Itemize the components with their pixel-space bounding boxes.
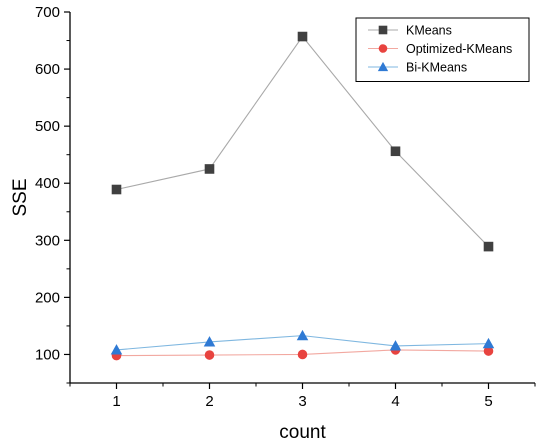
y-tick-label: 600: [35, 61, 60, 78]
y-tick-label: 400: [35, 175, 60, 192]
data-point-optimized-kmeans: [204, 350, 215, 360]
axes: 100 200 300 400 500 600 700 1 2 3 4 5: [35, 4, 536, 410]
y-tick-label: 500: [35, 118, 60, 135]
legend: KMeans Optimized-KMeans Bi-KMeans: [355, 17, 530, 82]
data-point-bi-kmeans: [389, 340, 402, 351]
y-tick-label: 700: [35, 4, 60, 21]
y-tick-label: 100: [35, 346, 60, 363]
data-point-bi-kmeans: [482, 337, 495, 349]
legend-marker: [378, 44, 388, 53]
x-tick-label: 2: [205, 393, 213, 410]
legend-marker: [378, 25, 388, 35]
data-point-optimized-kmeans: [297, 349, 308, 360]
series-lines: [116, 35, 489, 357]
data-point-kmeans: [483, 241, 494, 252]
data-point-kmeans: [204, 164, 215, 174]
series-markers: [110, 31, 495, 361]
legend-marker: [377, 61, 389, 72]
legend-label: Optimized-KMeans: [406, 42, 512, 56]
data-point-bi-kmeans: [296, 329, 309, 341]
data-point-optimized-kmeans: [483, 346, 494, 356]
x-tick-label: 3: [298, 393, 306, 410]
data-point-kmeans: [111, 184, 122, 195]
x-axis-title: count: [279, 422, 326, 443]
data-point-kmeans: [297, 31, 308, 42]
x-tick-label: 5: [484, 393, 492, 410]
y-axis-title: SSE: [10, 178, 31, 216]
y-tick-label: 300: [35, 232, 60, 249]
y-tick-label: 200: [35, 289, 60, 306]
x-tick-label: 4: [391, 393, 399, 410]
data-point-kmeans: [390, 146, 401, 157]
legend-label: Bi-KMeans: [406, 61, 467, 75]
data-point-bi-kmeans: [110, 344, 123, 355]
data-point-bi-kmeans: [203, 336, 216, 347]
legend-label: KMeans: [406, 24, 452, 38]
x-tick-label: 1: [112, 393, 120, 410]
